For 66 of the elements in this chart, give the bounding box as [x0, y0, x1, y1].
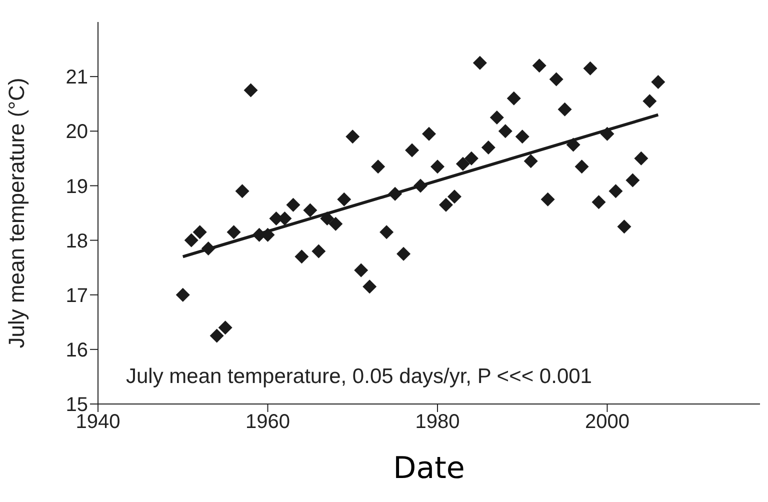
point	[447, 190, 462, 204]
point	[506, 91, 521, 106]
point	[481, 140, 496, 155]
point	[337, 192, 352, 206]
point	[498, 124, 512, 138]
point	[430, 160, 444, 174]
point	[192, 225, 207, 240]
point	[320, 211, 334, 226]
point	[380, 225, 394, 240]
y-tick-label: 21	[66, 66, 88, 89]
point	[583, 61, 598, 76]
point	[642, 94, 657, 108]
point	[346, 130, 360, 144]
point	[464, 151, 478, 166]
point	[456, 156, 470, 171]
point	[532, 58, 546, 73]
point	[617, 220, 632, 234]
point	[184, 233, 198, 248]
x-tick-label: 1940	[76, 411, 120, 434]
point	[438, 198, 453, 212]
point	[244, 83, 258, 98]
point	[490, 110, 504, 124]
point	[396, 246, 411, 261]
y-tick-label: 17	[66, 284, 88, 307]
point	[294, 250, 309, 264]
point	[574, 160, 589, 174]
point	[354, 263, 368, 278]
point	[540, 192, 555, 206]
x-axis-title: Date	[393, 451, 465, 486]
point	[371, 160, 386, 174]
point	[515, 130, 530, 144]
y-axis-title: July mean temperature (°C)	[4, 78, 29, 348]
point	[600, 126, 614, 141]
point	[608, 184, 623, 198]
x-tick-label: 1960	[245, 411, 290, 434]
point	[388, 186, 402, 201]
point	[651, 75, 666, 90]
x-tick-label: 2000	[584, 411, 630, 434]
point	[414, 178, 428, 193]
point	[176, 288, 190, 302]
point	[303, 203, 318, 218]
point	[286, 198, 300, 212]
point	[218, 320, 232, 335]
point	[235, 184, 250, 198]
y-tick-label: 20	[66, 121, 88, 144]
point	[549, 72, 564, 86]
annotation: July mean temperature, 0.05 days/yr, P <<< 0.001	[126, 365, 592, 388]
y-tick-label: 16	[66, 340, 88, 362]
point	[472, 56, 487, 70]
point	[566, 138, 580, 152]
point	[226, 225, 241, 240]
point	[328, 216, 343, 231]
point	[634, 151, 648, 166]
point	[201, 241, 216, 256]
point	[524, 154, 538, 168]
point	[592, 195, 606, 210]
y-tick-label: 19	[66, 176, 88, 198]
point	[405, 143, 420, 158]
point	[210, 328, 224, 343]
point	[558, 102, 572, 116]
y-tick-label: 18	[66, 230, 88, 252]
point	[626, 173, 640, 188]
x-tick-label: 1980	[415, 411, 460, 434]
point	[312, 244, 326, 258]
point	[422, 126, 436, 141]
point	[362, 280, 377, 294]
